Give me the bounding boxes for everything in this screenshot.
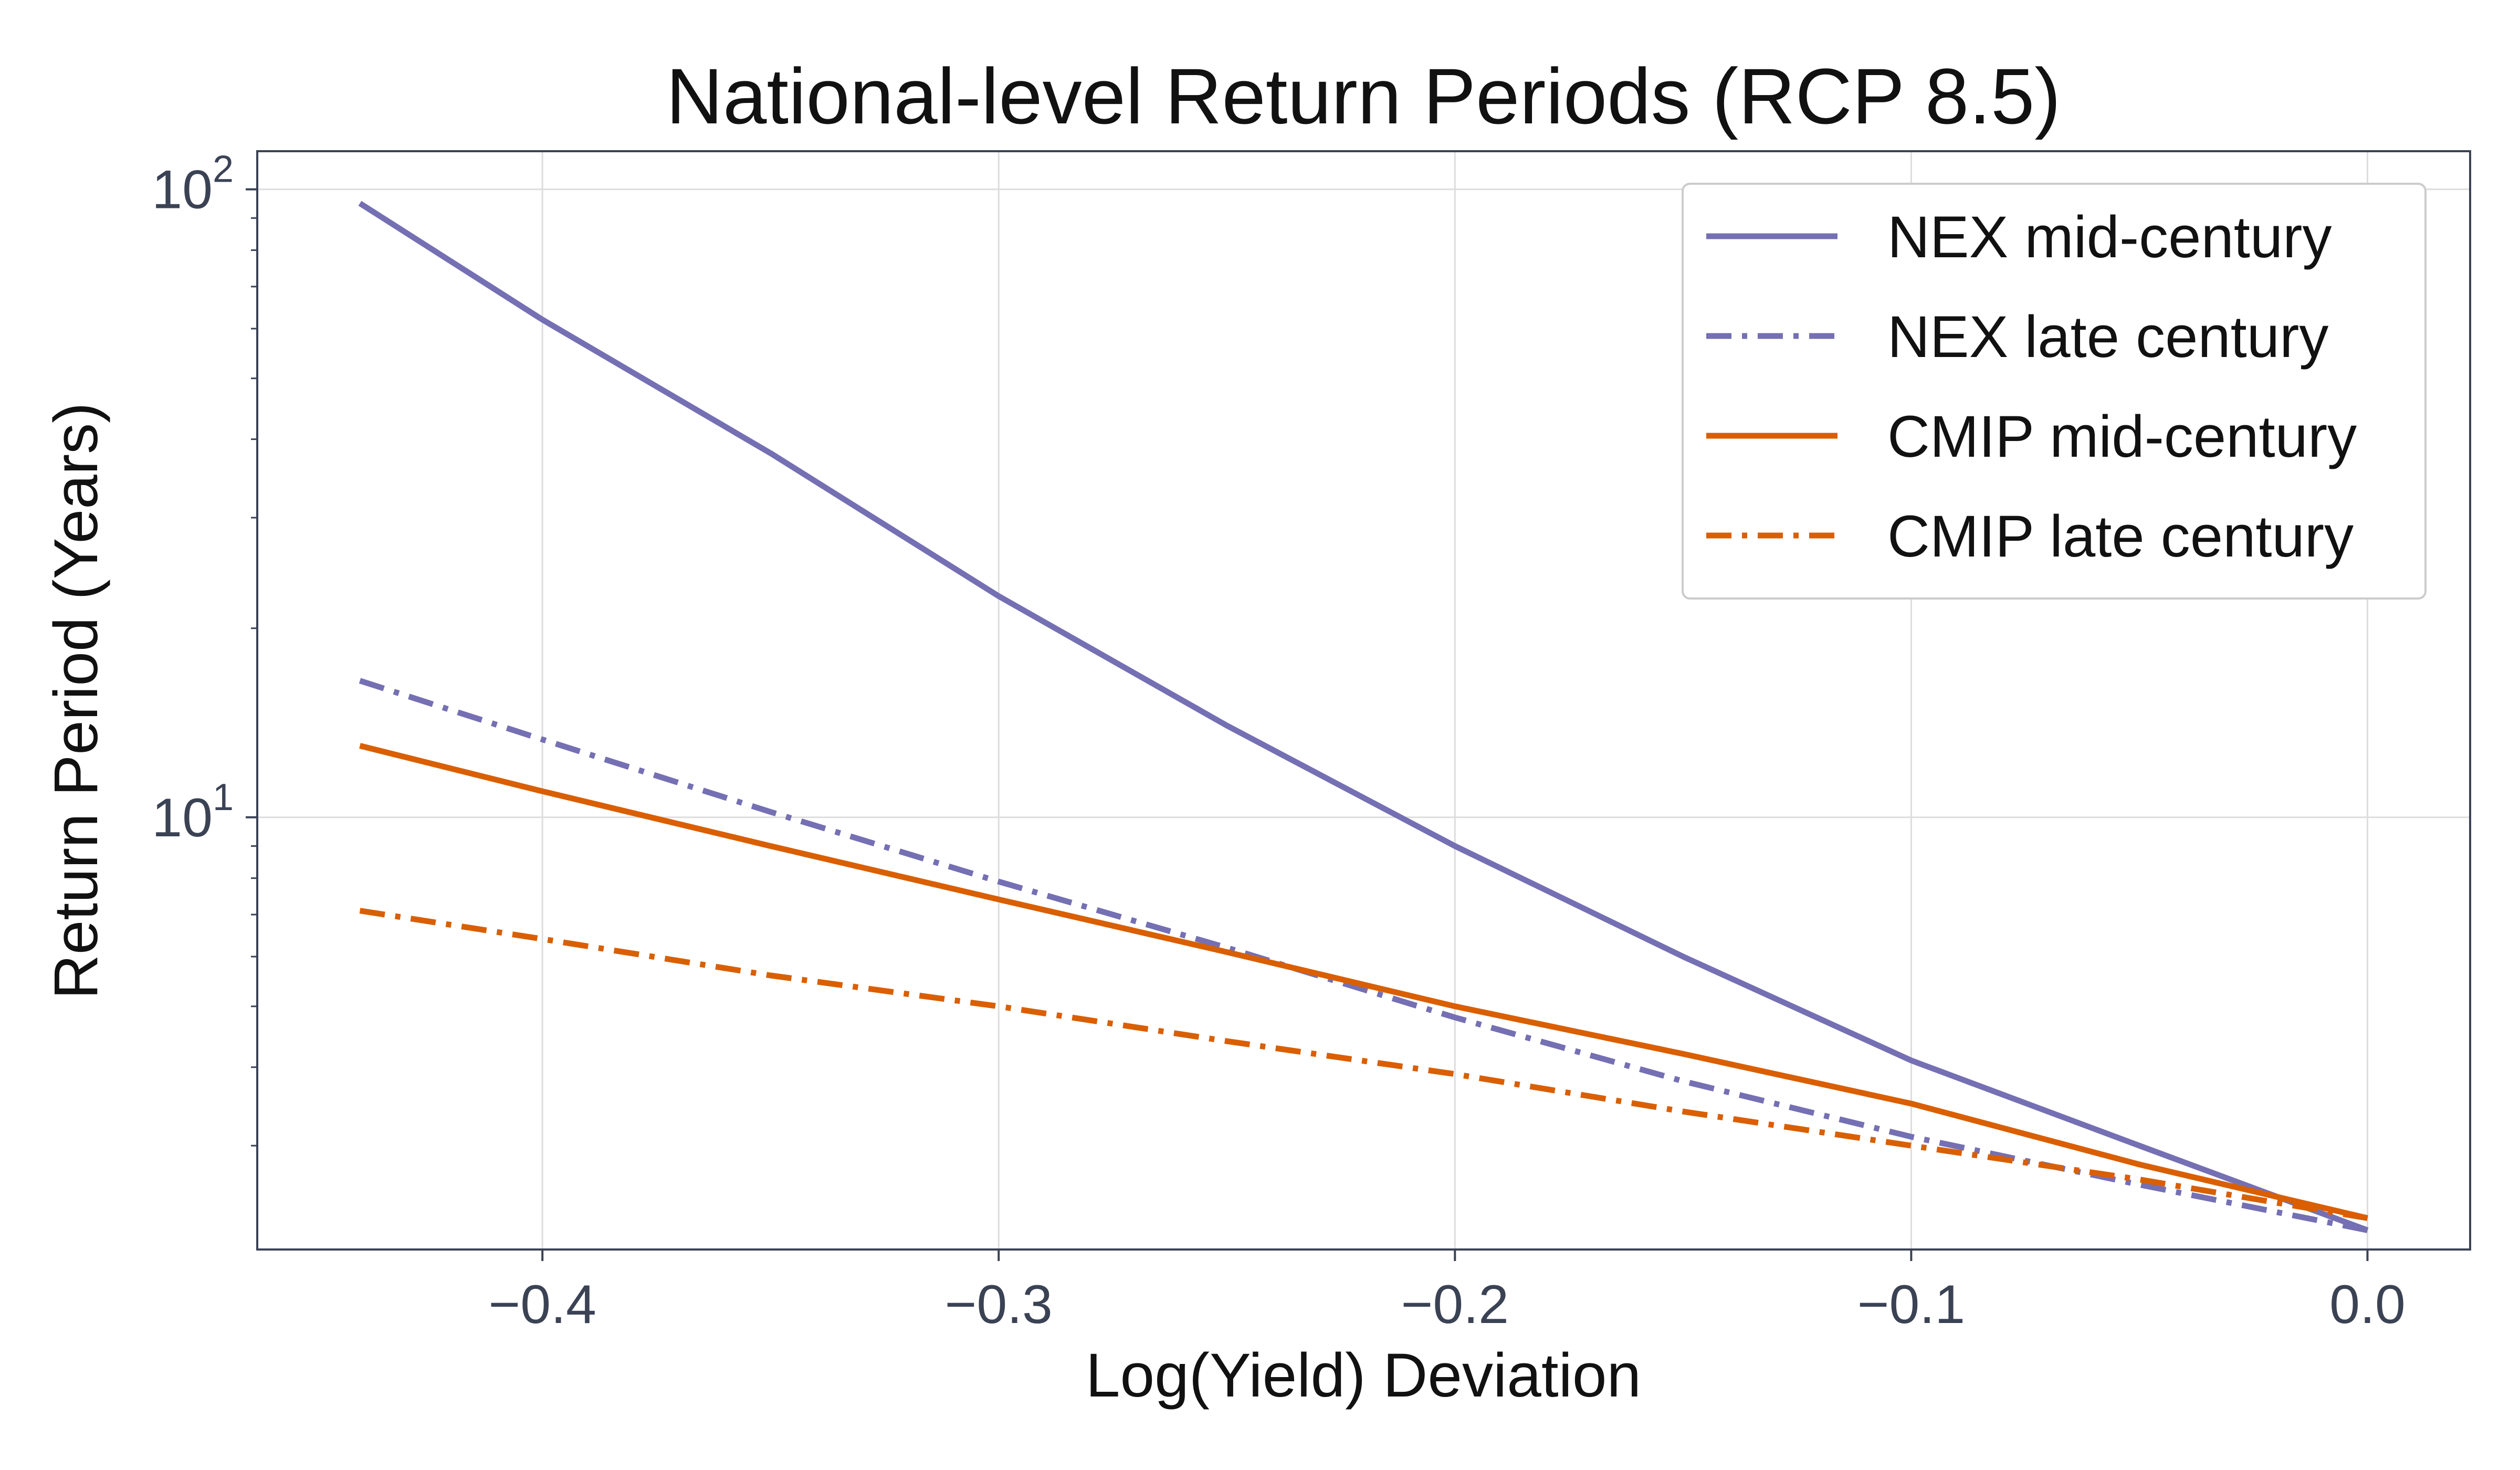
x-tick-label: −0.2	[1401, 1274, 1509, 1335]
x-tick-label: 0.0	[2329, 1274, 2406, 1335]
legend-label: NEX late century	[1887, 304, 2328, 370]
series-line-nex-mid-century	[358, 201, 2369, 1233]
legend-label: CMIP mid-century	[1887, 404, 2357, 469]
y-tick-label-exponent: 1	[213, 776, 234, 818]
y-tick-label-base: 10	[152, 788, 213, 848]
series-line-cmip-mid-century	[359, 743, 2368, 1221]
chart-title: National-level Return Periods (RCP 8.5)	[666, 52, 2061, 140]
y-axis-label: Return Period (Years)	[41, 403, 111, 1000]
x-tick-label: −0.4	[489, 1274, 596, 1335]
legend-label: CMIP late century	[1887, 503, 2354, 569]
plot-area-frame	[256, 150, 2471, 1251]
legend-box	[1682, 183, 2427, 600]
x-tick-label: −0.3	[945, 1274, 1053, 1335]
legend-label: NEX mid-century	[1887, 204, 2332, 270]
y-tick-label: 101	[152, 776, 234, 848]
y-tick-label: 102	[152, 149, 234, 220]
series-line-cmip-late-century	[359, 908, 2368, 1221]
series-layer	[358, 201, 2369, 1233]
y-tick-label-exponent: 2	[213, 149, 234, 191]
x-axis-label: Log(Yield) Deviation	[1086, 1341, 1641, 1410]
y-tick-label-base: 10	[152, 160, 213, 220]
legend: NEX mid-century NEX late century CMIP mid-…	[1682, 183, 2427, 600]
x-tick-label: −0.1	[1857, 1274, 1965, 1335]
